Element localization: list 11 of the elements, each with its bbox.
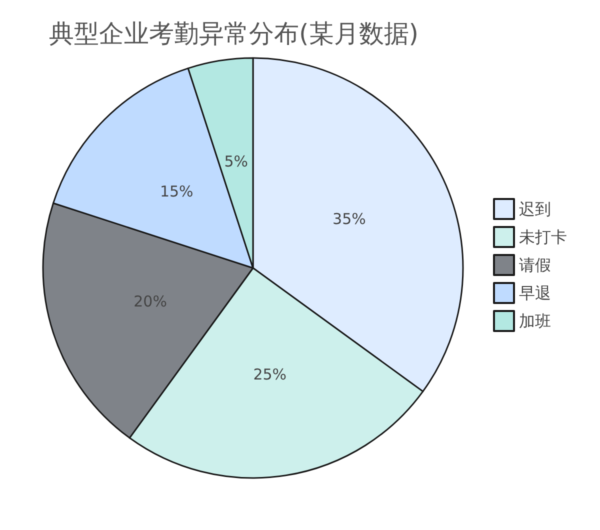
- data-label: 20%: [134, 292, 167, 310]
- data-label: 35%: [332, 210, 366, 228]
- legend-label: 未打卡: [519, 228, 567, 246]
- legend-label: 早退: [519, 284, 551, 302]
- data-label: 25%: [253, 366, 287, 384]
- legend-label: 加班: [519, 312, 551, 330]
- legend-label: 迟到: [519, 200, 551, 218]
- chart-title: 典型企业考勤异常分布(某月数据): [49, 19, 419, 48]
- data-label: 15%: [160, 182, 194, 201]
- data-label: 5%: [224, 152, 248, 170]
- legend-label: 请假: [519, 256, 551, 274]
